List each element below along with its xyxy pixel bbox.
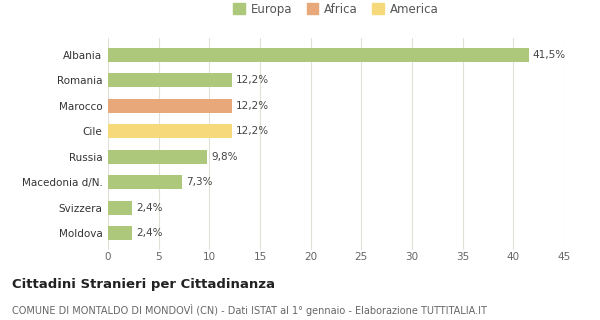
Bar bbox=[108, 48, 529, 62]
Text: 12,2%: 12,2% bbox=[236, 126, 269, 136]
Bar bbox=[108, 99, 232, 113]
Text: 41,5%: 41,5% bbox=[533, 50, 566, 60]
Text: 12,2%: 12,2% bbox=[236, 76, 269, 85]
Bar bbox=[108, 226, 133, 240]
Bar bbox=[108, 73, 232, 87]
Text: 9,8%: 9,8% bbox=[211, 152, 238, 162]
Bar bbox=[108, 124, 232, 138]
Text: COMUNE DI MONTALDO DI MONDOVÌ (CN) - Dati ISTAT al 1° gennaio - Elaborazione TUT: COMUNE DI MONTALDO DI MONDOVÌ (CN) - Dat… bbox=[12, 304, 487, 316]
Text: 2,4%: 2,4% bbox=[136, 203, 163, 212]
Text: 12,2%: 12,2% bbox=[236, 101, 269, 111]
Bar bbox=[108, 201, 133, 215]
Legend: Europa, Africa, America: Europa, Africa, America bbox=[229, 0, 443, 20]
Bar bbox=[108, 175, 182, 189]
Bar bbox=[108, 150, 208, 164]
Text: 2,4%: 2,4% bbox=[136, 228, 163, 238]
Text: Cittadini Stranieri per Cittadinanza: Cittadini Stranieri per Cittadinanza bbox=[12, 278, 275, 292]
Text: 7,3%: 7,3% bbox=[186, 177, 212, 187]
